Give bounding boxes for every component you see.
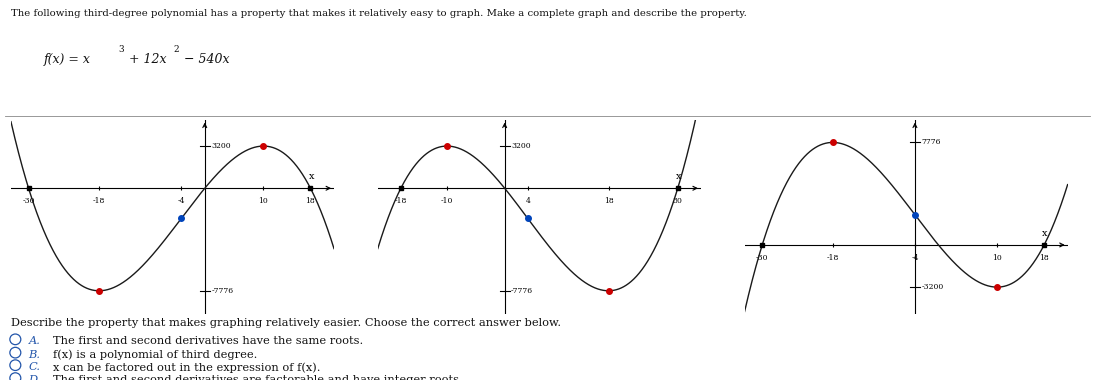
Text: 3200: 3200 <box>211 142 231 150</box>
Text: B.: B. <box>28 350 41 359</box>
Text: 4: 4 <box>526 197 530 205</box>
Text: f(x) is a polynomial of third degree.: f(x) is a polynomial of third degree. <box>53 350 257 360</box>
Text: The first and second derivatives are factorable and have integer roots.: The first and second derivatives are fac… <box>53 375 462 380</box>
Text: -18: -18 <box>394 197 407 205</box>
Text: 10: 10 <box>992 254 1002 262</box>
Text: -4: -4 <box>177 197 185 205</box>
Text: 18: 18 <box>306 197 315 205</box>
Text: x: x <box>1042 229 1048 238</box>
Text: x: x <box>676 172 681 181</box>
Text: 7776: 7776 <box>921 138 941 146</box>
Text: 30: 30 <box>672 197 682 205</box>
Text: D.: D. <box>28 375 41 380</box>
Text: 18: 18 <box>1039 254 1049 262</box>
Text: -4: -4 <box>911 254 919 262</box>
Text: The first and second derivatives have the same roots.: The first and second derivatives have th… <box>53 336 362 346</box>
Text: -18: -18 <box>93 197 105 205</box>
Text: 3200: 3200 <box>511 142 531 150</box>
Text: -10: -10 <box>441 197 453 205</box>
Text: -7776: -7776 <box>511 287 533 295</box>
Text: 2: 2 <box>173 45 178 54</box>
Text: C.: C. <box>28 362 41 372</box>
Text: + 12x: + 12x <box>125 53 166 66</box>
Text: -30: -30 <box>756 254 769 262</box>
Text: -3200: -3200 <box>921 283 944 291</box>
Text: x: x <box>309 172 314 181</box>
Text: The following third-degree polynomial has a property that makes it relatively ea: The following third-degree polynomial ha… <box>11 10 747 19</box>
Text: f(x) = x: f(x) = x <box>44 53 91 66</box>
Text: x can be factored out in the expression of f(x).: x can be factored out in the expression … <box>53 362 320 373</box>
Text: A.: A. <box>28 336 41 346</box>
Text: 18: 18 <box>603 197 613 205</box>
Text: 10: 10 <box>258 197 268 205</box>
Text: − 540x: − 540x <box>180 53 229 66</box>
Text: -7776: -7776 <box>211 287 233 295</box>
Text: 3: 3 <box>118 45 124 54</box>
Text: Describe the property that makes graphing relatively easier. Choose the correct : Describe the property that makes graphin… <box>11 318 561 328</box>
Text: -18: -18 <box>827 254 839 262</box>
Text: -30: -30 <box>22 197 35 205</box>
